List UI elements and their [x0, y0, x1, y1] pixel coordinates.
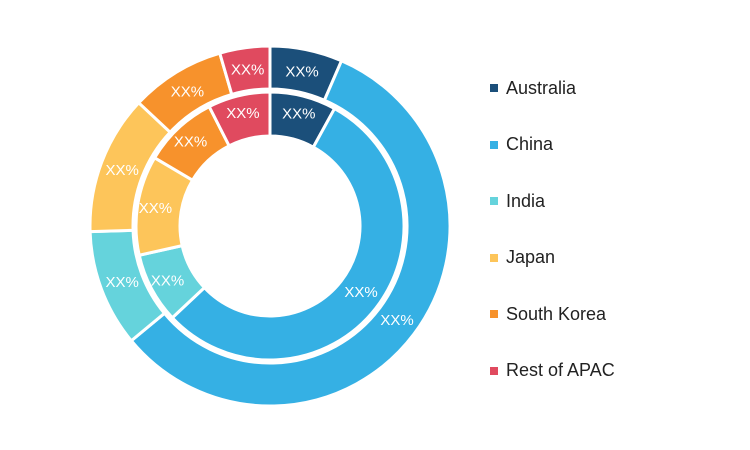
outer-ring [88, 44, 452, 408]
outer-label-india: XX% [106, 274, 139, 291]
inner-label-rest-of-apac: XX% [226, 105, 259, 122]
legend-label-china: China [506, 134, 554, 154]
inner-slice-china [170, 107, 406, 362]
legend-swatch-rest-of-apac [490, 366, 498, 375]
slice-labels: XX%XX%XX%XX%XX%XX%XX%XX%XX%XX%XX%XX% [106, 62, 414, 329]
outer-label-south-korea: XX% [171, 83, 204, 100]
legend-item-china: China [490, 131, 615, 159]
outer-slice-rest-of-apac [218, 44, 272, 96]
legend-label-india: India [506, 190, 546, 211]
legend-item-south-korea: South Korea [490, 300, 615, 328]
inner-label-japan: XX% [139, 200, 172, 217]
legend-item-india: India [490, 187, 615, 215]
legend-label-australia: Australia [506, 77, 577, 98]
legend-item-japan: Japan [490, 244, 615, 272]
legend-swatch-india [490, 197, 498, 205]
legend-swatch-australia [490, 84, 498, 92]
legend-swatch-japan [490, 253, 498, 262]
inner-label-india: XX% [151, 272, 184, 289]
outer-label-japan: XX% [106, 162, 139, 179]
legend-swatch-china [490, 140, 498, 149]
outer-label-china: XX% [380, 312, 413, 329]
outer-label-rest-of-apac: XX% [231, 62, 264, 79]
inner-ring [134, 90, 406, 362]
legend-swatch-south-korea [490, 310, 498, 318]
inner-label-china: XX% [344, 284, 377, 301]
chart-legend: Australia China India Japan South Korea Rest … [490, 74, 615, 413]
legend-label-rest-of-apac: Rest of APAC [506, 360, 615, 380]
outer-label-australia: XX% [285, 63, 318, 80]
legend-label-japan: Japan [506, 247, 556, 267]
inner-slice-rest-of-apac [207, 90, 272, 148]
legend-item-australia: Australia [490, 74, 615, 102]
inner-label-australia: XX% [282, 106, 315, 123]
inner-label-south-korea: XX% [174, 133, 207, 150]
outer-slice-china [129, 59, 452, 408]
legend-item-rest-of-apac: Rest of APAC [490, 357, 615, 385]
legend-label-south-korea: South Korea [506, 303, 607, 324]
